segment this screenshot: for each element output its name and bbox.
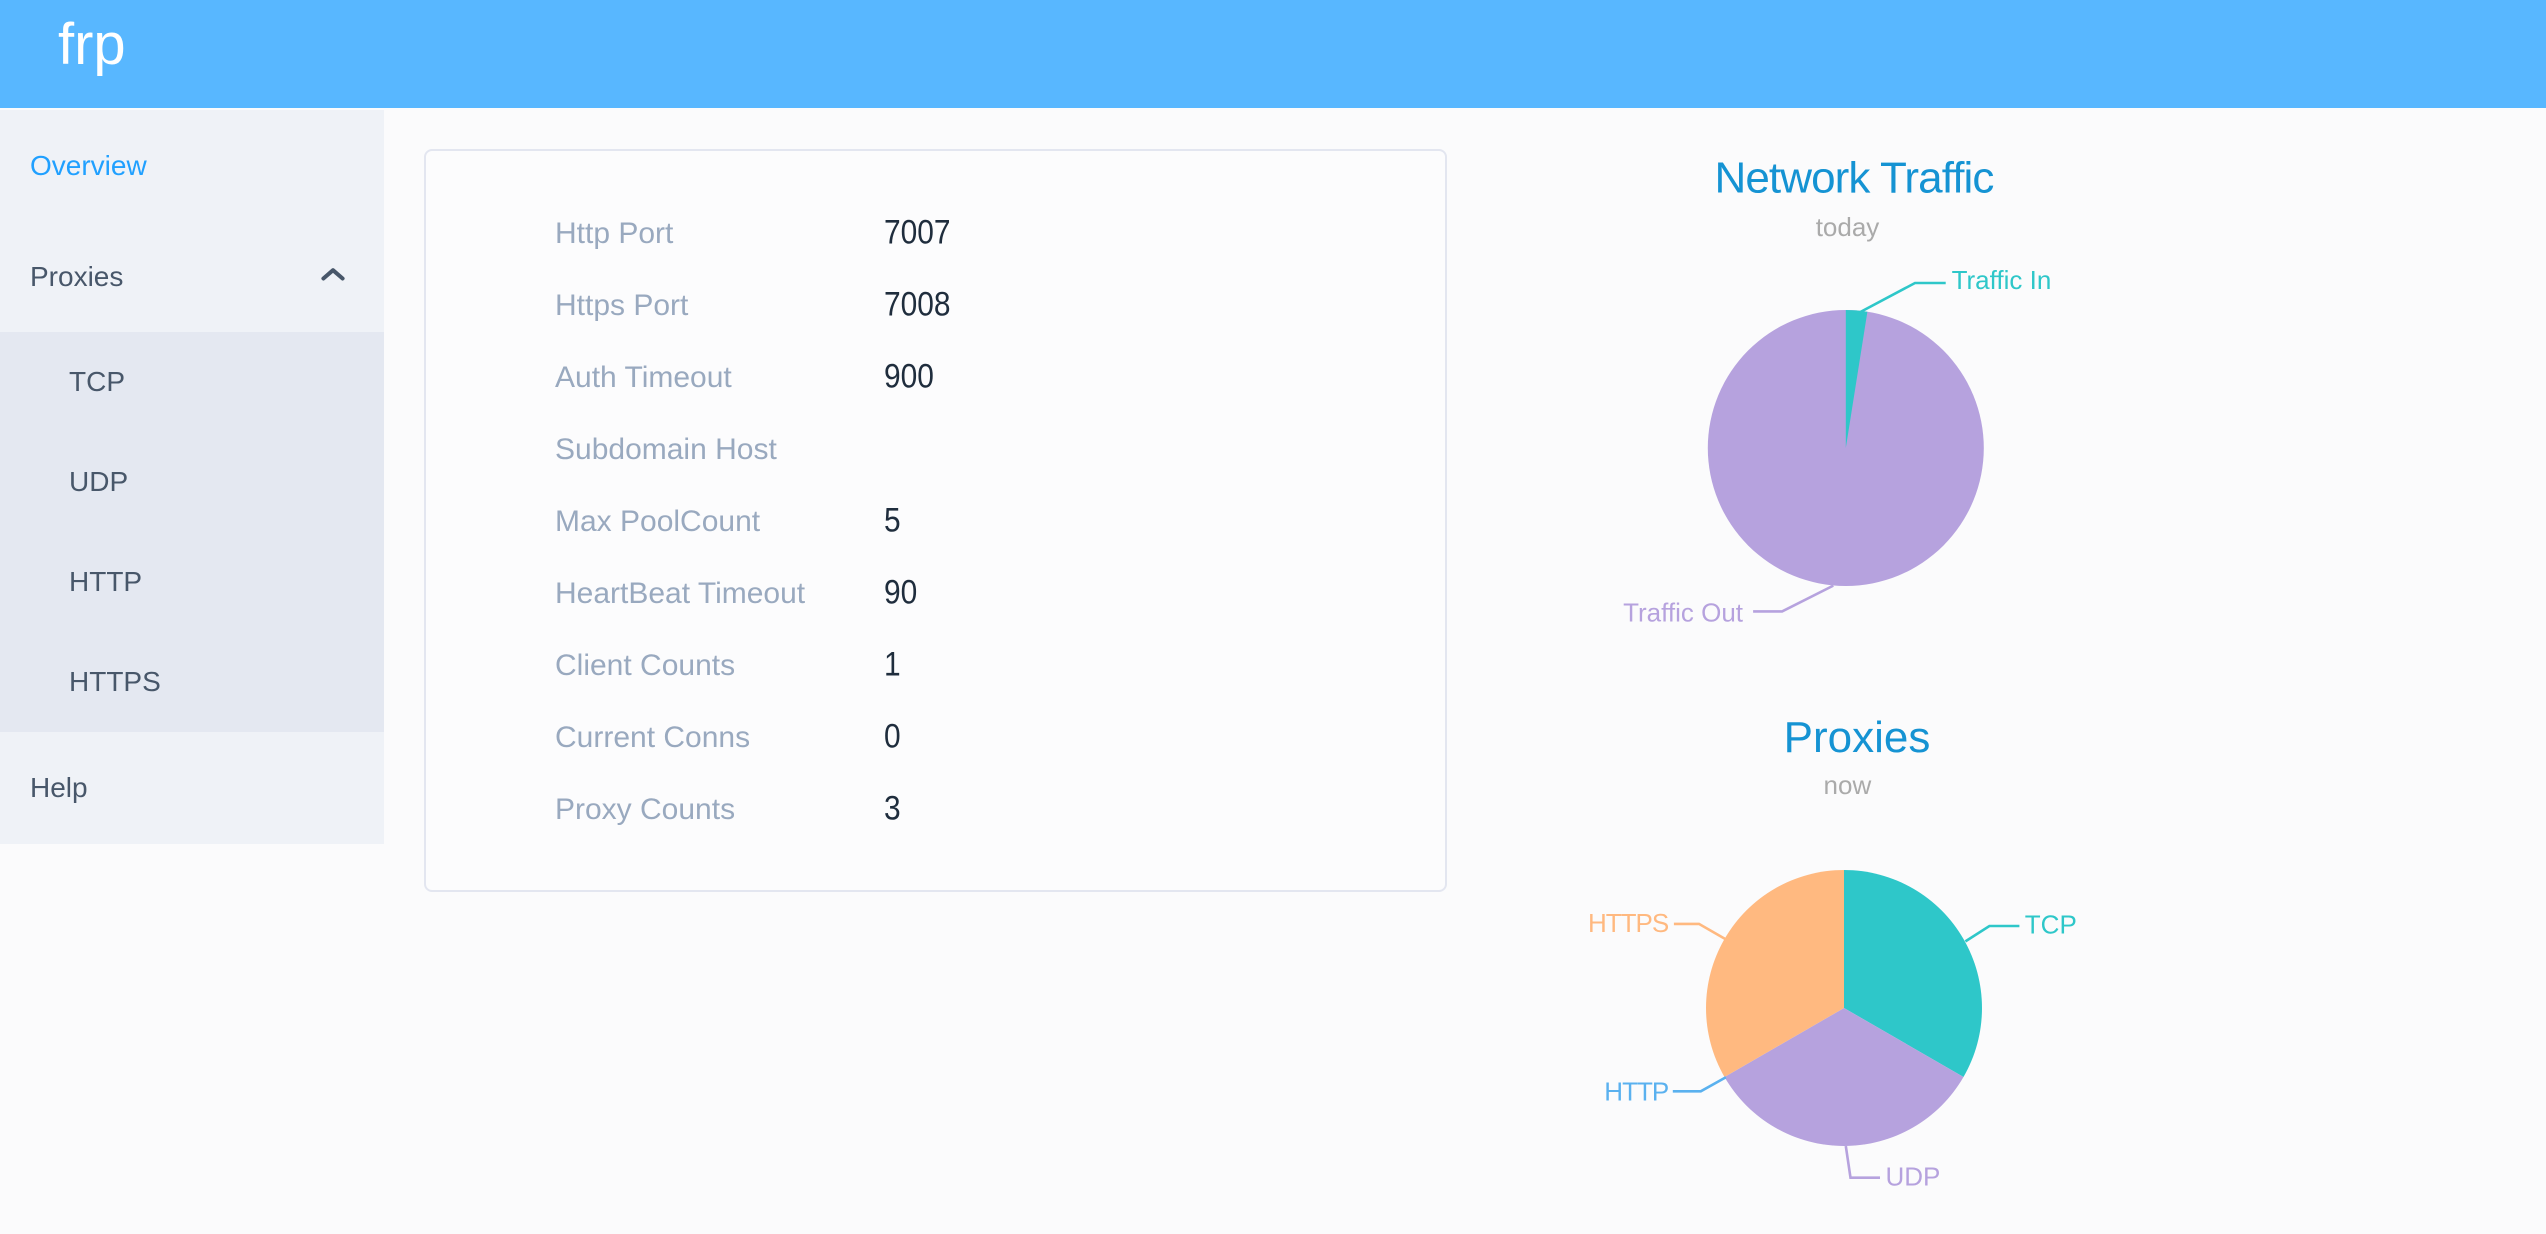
svg-text:today: today — [1816, 212, 1880, 242]
svg-text:Network Traffic: Network Traffic — [1714, 154, 1993, 203]
svg-text:HTTPS: HTTPS — [1588, 908, 1669, 938]
svg-text:Traffic Out: Traffic Out — [1623, 598, 1744, 628]
svg-text:HTTP: HTTP — [1604, 1076, 1668, 1106]
svg-text:Traffic In: Traffic In — [1952, 265, 2052, 295]
svg-text:Proxies: Proxies — [1784, 713, 1931, 762]
svg-text:now: now — [1824, 770, 1872, 800]
svg-text:UDP: UDP — [1886, 1162, 1941, 1192]
svg-text:TCP: TCP — [2025, 909, 2077, 939]
